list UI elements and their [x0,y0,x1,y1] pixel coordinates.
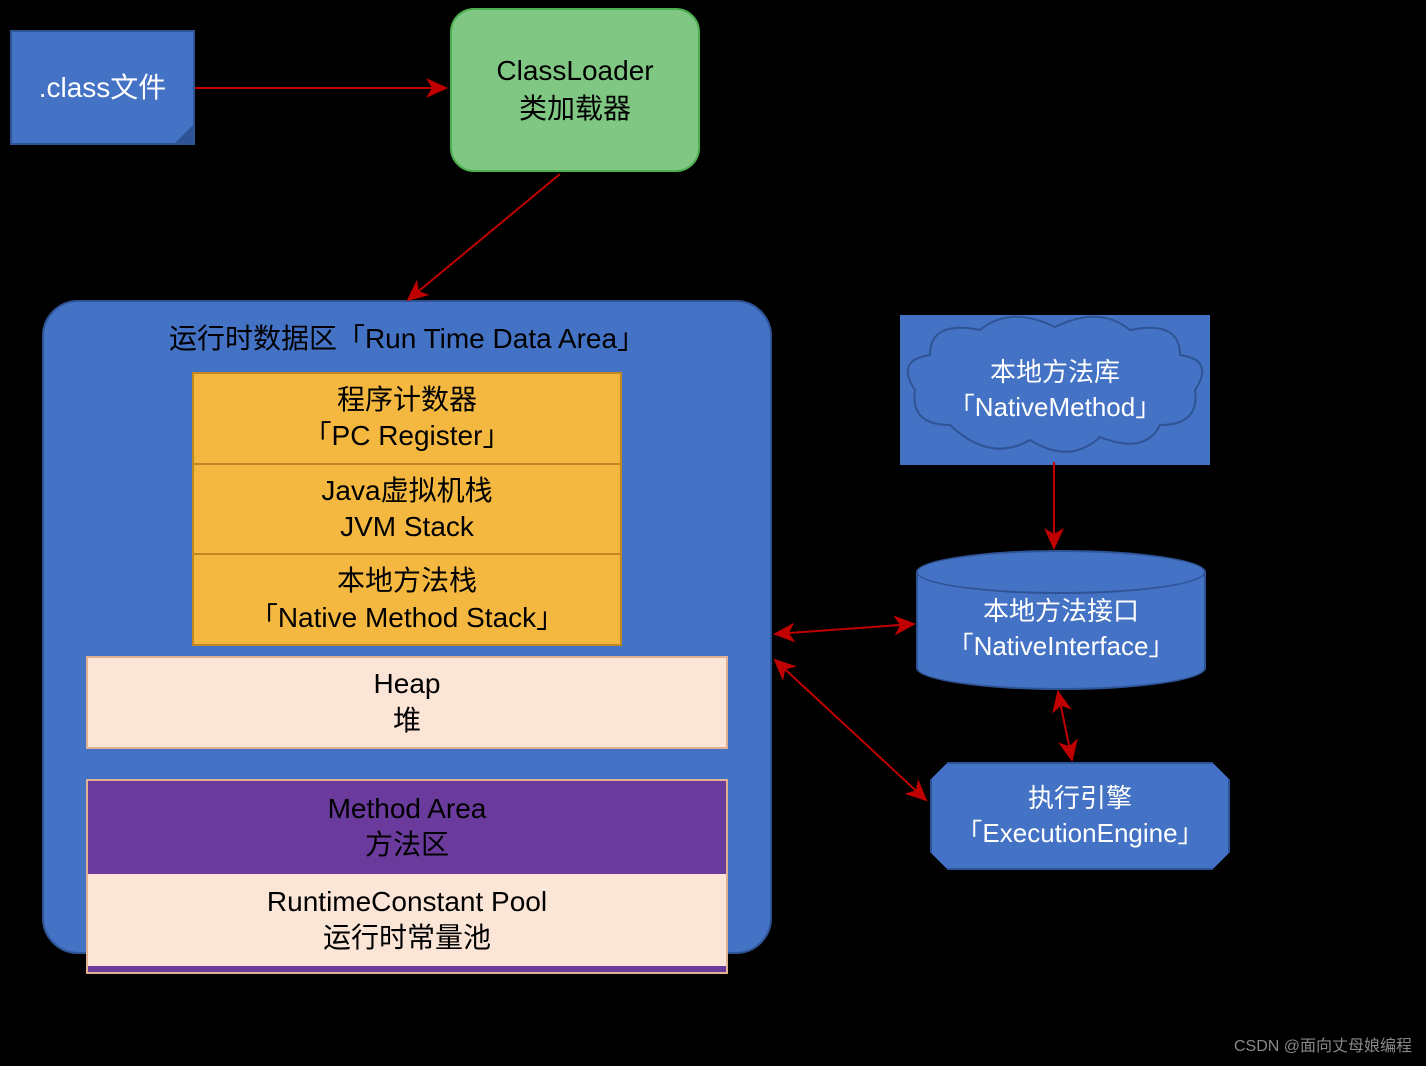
node-runtime-area: 运行时数据区「Run Time Data Area」 程序计数器 「PC Reg… [42,300,772,954]
jvm-stack-line1: Java虚拟机栈 [321,473,492,509]
node-pc-register: 程序计数器 「PC Register」 [192,372,622,465]
classloader-line2: 类加载器 [519,90,631,128]
node-method-wrap: Method Area 方法区 RuntimeConstant Pool 运行时… [86,779,728,975]
edge-interface-engine [1058,692,1072,760]
heap-line1: Heap [374,666,441,702]
node-classloader: ClassLoader 类加载器 [450,8,700,172]
node-native-interface: 本地方法接口 「NativeInterface」 [916,550,1206,690]
constant-pool-line1: RuntimeConstant Pool [88,884,726,920]
node-jvm-stack: Java虚拟机栈 JVM Stack [192,465,622,556]
execution-engine-line2: 「ExecutionEngine」 [956,816,1203,851]
pc-register-line1: 程序计数器 [337,382,477,418]
node-constant-pool: RuntimeConstant Pool 运行时常量池 [88,874,726,967]
native-interface-line1: 本地方法接口 [948,594,1175,629]
node-execution-engine: 执行引擎 「ExecutionEngine」 [930,762,1230,870]
purple-accent [88,966,726,972]
execution-engine-line1: 执行引擎 [1028,781,1132,816]
node-native-stack: 本地方法栈 「Native Method Stack」 [192,555,622,646]
heap-line2: 堆 [393,703,421,739]
class-file-label: .class文件 [39,69,167,107]
method-area-line1: Method Area [88,791,726,827]
watermark: CSDN @面向丈母娘编程 [1234,1032,1412,1056]
native-stack-line2: 「Native Method Stack」 [250,600,564,636]
node-heap: Heap 堆 [86,656,728,749]
native-interface-line2: 「NativeInterface」 [948,629,1175,664]
method-area-line2: 方法区 [88,827,726,863]
runtime-title: 运行时数据区「Run Time Data Area」 [169,320,645,358]
classloader-line1: ClassLoader [496,52,653,90]
node-method-area: Method Area 方法区 [88,781,726,874]
native-method-line2: 「NativeMethod」 [949,390,1161,425]
edge-runtime-interface [775,624,914,634]
jvm-stack-line2: JVM Stack [340,509,474,545]
node-class-file: .class文件 [10,30,195,145]
pc-register-line2: 「PC Register」 [304,418,511,454]
edge-runtime-engine [775,660,926,800]
edge-classloader-runtime [408,174,560,300]
native-stack-line1: 本地方法栈 [337,563,477,599]
native-method-line1: 本地方法库 [949,355,1161,390]
node-native-method: 本地方法库 「NativeMethod」 [900,315,1210,465]
constant-pool-line2: 运行时常量池 [88,920,726,956]
